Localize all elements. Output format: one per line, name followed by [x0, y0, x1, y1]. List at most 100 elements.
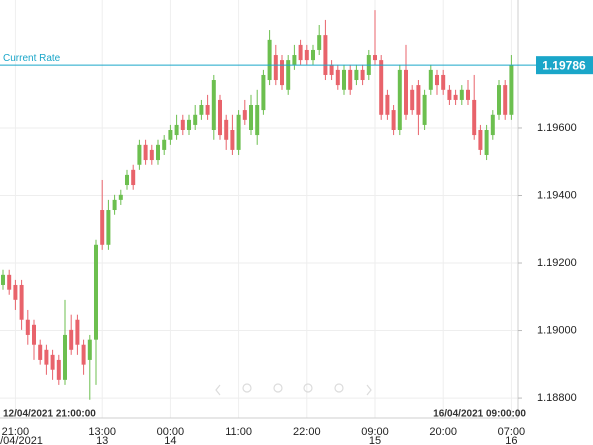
candle-body: [56, 359, 61, 380]
x-date-label: 12/04/2021: [0, 435, 43, 445]
candle-body: [373, 55, 377, 61]
candle-body: [379, 60, 384, 115]
candle-body: [137, 144, 142, 165]
x-tick-label: 00:00: [157, 426, 185, 438]
candle-body: [317, 35, 322, 50]
zoom-in[interactable]: [242, 383, 252, 393]
candle-body: [466, 89, 470, 100]
range-end: 16/04/2021 09:00:00: [433, 409, 526, 420]
zoom-out[interactable]: [273, 383, 283, 393]
candle-body: [298, 44, 303, 61]
candle-body: [490, 114, 495, 136]
candle-body: [397, 69, 402, 130]
candle-body: [354, 69, 359, 81]
candle-body: [459, 89, 464, 100]
candle-body: [199, 105, 204, 115]
candle-body: [435, 74, 439, 86]
x-tick-label: 07:00: [498, 426, 526, 438]
candle-body: [224, 119, 229, 140]
candle-body: [131, 169, 136, 186]
candle-body: [385, 94, 390, 115]
candle-body: [286, 60, 291, 90]
nav-left[interactable]: [215, 384, 221, 396]
x-date-label: 14: [164, 435, 176, 445]
candle-body: [193, 114, 198, 125]
x-date-label: 13: [96, 435, 108, 445]
candle-body: [509, 65, 514, 115]
candle-body: [112, 199, 117, 211]
navigation-controls[interactable]: [215, 383, 372, 396]
candle-body: [149, 149, 154, 161]
x-date-label: 16: [505, 435, 517, 445]
candle-body: [205, 105, 210, 115]
y-tick-label: 1.19400: [537, 189, 577, 201]
candle-body: [168, 129, 173, 140]
candle-body: [329, 64, 334, 75]
candle-body: [19, 284, 24, 320]
nav-right[interactable]: [366, 384, 372, 396]
candle-body: [360, 69, 365, 81]
candle-body: [75, 319, 80, 345]
candle-body: [453, 94, 458, 100]
y-tick-label: 1.19600: [537, 122, 577, 134]
y-tick-label: 1.19200: [537, 257, 577, 269]
candle-body: [187, 119, 191, 130]
candle-body: [428, 69, 433, 90]
candle-body: [218, 99, 222, 136]
y-tick-label: 1.19000: [537, 324, 577, 336]
candle-body: [180, 119, 185, 130]
x-tick-label: 22:00: [293, 426, 321, 438]
candle-body: [118, 194, 123, 200]
candle-body: [472, 99, 477, 136]
candle-body: [335, 69, 340, 86]
candle-body: [106, 210, 111, 245]
candle-body: [25, 319, 30, 335]
candle-body: [304, 49, 309, 61]
candle-body: [63, 334, 67, 380]
candle-body: [410, 89, 415, 111]
x-tick-label: 21:00: [2, 426, 30, 438]
candle-body: [242, 110, 247, 120]
candle-body: [249, 105, 253, 130]
candle-body: [50, 354, 55, 370]
range-start: 12/04/2021 21:00:00: [3, 409, 96, 420]
candle-body: [261, 74, 266, 111]
candle-body: [280, 60, 284, 86]
x-tick-label: 13:00: [88, 426, 116, 438]
candle-body: [32, 324, 36, 345]
candle-body: [348, 69, 353, 90]
x-date-label: 15: [369, 435, 381, 445]
candle-body: [69, 329, 74, 350]
candle-body: [255, 105, 260, 136]
candle-body: [143, 144, 148, 161]
candle-body: [125, 174, 129, 186]
x-tick-label: 11:00: [225, 426, 252, 438]
candle-body: [404, 69, 408, 115]
candle-body: [13, 284, 18, 300]
candle-body: [230, 129, 235, 150]
candle-body: [7, 274, 12, 290]
candle-body: [38, 344, 43, 360]
candle-body: [211, 80, 216, 130]
candle-body: [156, 144, 160, 161]
candle-body: [87, 339, 92, 360]
candle-body: [484, 129, 489, 155]
candle-body: [174, 124, 179, 136]
candle-body: [497, 85, 501, 115]
candle-body: [416, 85, 421, 115]
current-rate-value: 1.19786: [542, 58, 586, 72]
candle-body: [478, 129, 483, 150]
candle-body: [162, 139, 167, 150]
candle-body: [267, 39, 272, 81]
candle-body: [323, 35, 328, 75]
candle-body: [44, 349, 49, 365]
candle-body: [422, 94, 427, 125]
current-rate-label: Current Rate: [3, 53, 61, 64]
zoom-fit[interactable]: [334, 383, 344, 393]
x-tick-label: 09:00: [361, 426, 389, 438]
candle-body: [311, 49, 315, 61]
candle-body: [94, 244, 98, 340]
zoom-reset[interactable]: [303, 383, 313, 393]
